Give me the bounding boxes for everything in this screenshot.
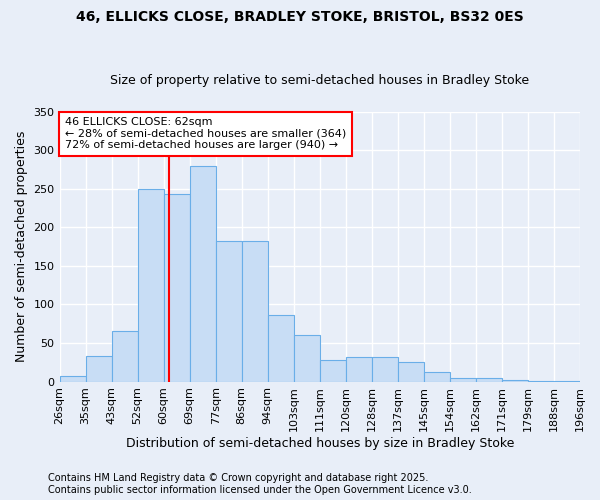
Bar (59, 376, 86, 382)
Bar (294, 336, 320, 382)
Bar (528, 381, 554, 382)
Bar (450, 378, 476, 382)
Bar (164, 194, 190, 382)
Bar (137, 189, 164, 382)
X-axis label: Distribution of semi-detached houses by size in Bradley Stoke: Distribution of semi-detached houses by … (125, 437, 514, 450)
Text: 46 ELLICKS CLOSE: 62sqm
← 28% of semi-detached houses are smaller (364)
72% of s: 46 ELLICKS CLOSE: 62sqm ← 28% of semi-de… (65, 117, 346, 150)
Text: Contains HM Land Registry data © Crown copyright and database right 2025.
Contai: Contains HM Land Registry data © Crown c… (48, 474, 472, 495)
Bar (215, 240, 242, 382)
Bar (112, 332, 137, 382)
Bar (190, 166, 215, 382)
Bar (476, 378, 502, 382)
Bar (268, 314, 294, 382)
Bar (320, 360, 346, 382)
Bar (554, 381, 580, 382)
Bar (346, 357, 372, 382)
Y-axis label: Number of semi-detached properties: Number of semi-detached properties (15, 131, 28, 362)
Bar (502, 380, 528, 382)
Bar (242, 240, 268, 382)
Bar (424, 372, 450, 382)
Text: 46, ELLICKS CLOSE, BRADLEY STOKE, BRISTOL, BS32 0ES: 46, ELLICKS CLOSE, BRADLEY STOKE, BRISTO… (76, 10, 524, 24)
Bar (372, 357, 398, 382)
Bar (86, 356, 112, 382)
Title: Size of property relative to semi-detached houses in Bradley Stoke: Size of property relative to semi-detach… (110, 74, 529, 87)
Bar (398, 362, 424, 382)
